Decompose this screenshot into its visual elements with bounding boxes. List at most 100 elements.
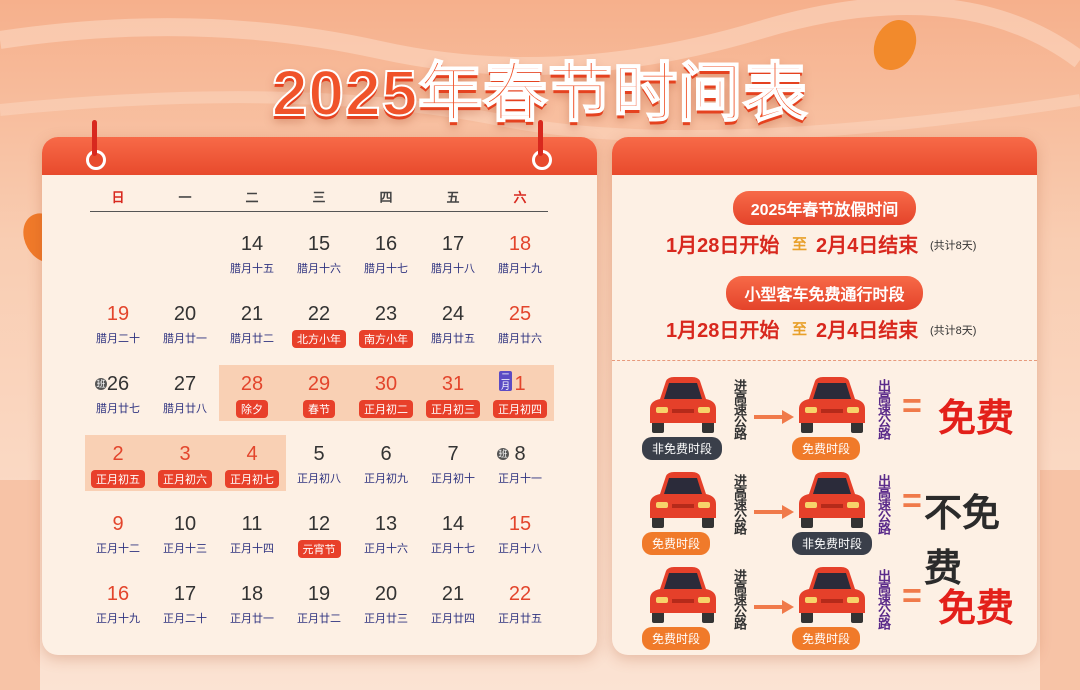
- lunar-text: 腊月廿五: [431, 333, 475, 345]
- lunar-date: 腊月廿八: [152, 400, 218, 416]
- lunar-date: 腊月十八: [420, 260, 486, 276]
- lunar-text: 正月廿三: [364, 613, 408, 625]
- month-badge: 二月: [499, 371, 512, 391]
- info-header: [612, 137, 1037, 175]
- lunar-text: 正月初三: [426, 400, 480, 418]
- day-number: 26: [106, 373, 130, 395]
- day-number: 20: [374, 583, 398, 605]
- day-number: 29: [307, 373, 331, 395]
- day-number: 8: [514, 443, 526, 465]
- result: 免费: [938, 588, 1015, 630]
- lunar-date: 腊月廿二: [219, 330, 285, 346]
- lunar-text: 正月十一: [498, 473, 542, 485]
- lunar-date: 腊月廿七: [85, 400, 151, 416]
- enter-label: 进高速公路: [732, 379, 747, 439]
- car-icon: [799, 377, 865, 433]
- lunar-date: 春节: [286, 400, 352, 418]
- day-number: 22: [307, 303, 331, 325]
- weekday: 二: [245, 190, 259, 205]
- lunar-date: 腊月廿一: [152, 330, 218, 346]
- info-card: 2025年春节放假时间 1月28日开始至 2月4日结束 (共计8天) 小型客车免费通行时…: [612, 137, 1037, 655]
- calendar-header: [42, 137, 597, 175]
- lunar-date: 正月二十: [152, 610, 218, 626]
- lunar-date: 正月初六: [152, 470, 218, 488]
- lunar-text: 腊月二十: [96, 333, 140, 345]
- lunar-text: 元宵节: [297, 540, 341, 558]
- car-icon: [799, 567, 865, 623]
- lunar-date: 腊月十六: [286, 260, 352, 276]
- lunar-date: 正月初九: [353, 470, 419, 486]
- lunar-text: 正月廿一: [230, 613, 274, 625]
- enter-tag: 非免费时段: [642, 437, 723, 460]
- lunar-date: 北方小年: [286, 330, 352, 348]
- lunar-text: 正月初九: [364, 473, 408, 485]
- lunar-date: 正月廿一: [219, 610, 285, 626]
- section-label: 小型客车免费通行时段: [612, 276, 1037, 310]
- lunar-text: 腊月廿一: [163, 333, 207, 345]
- lunar-text: 正月廿四: [431, 613, 475, 625]
- lunar-text: 正月十四: [230, 543, 274, 555]
- equals-sign: =: [902, 482, 922, 520]
- section-label: 2025年春节放假时间: [612, 191, 1037, 225]
- day-number: 23: [374, 303, 398, 325]
- title: 2025年春节时间表: [271, 56, 809, 130]
- lunar-date: 正月初十: [420, 470, 486, 486]
- lunar-text: 正月初五: [91, 470, 145, 488]
- car-icon: [650, 567, 716, 623]
- day-number: 3: [179, 443, 191, 465]
- day-number: 7: [447, 443, 459, 465]
- arrow: [754, 505, 794, 519]
- day-number: 13: [374, 513, 398, 535]
- day-number: 14: [441, 513, 465, 535]
- lunar-date: 南方小年: [353, 330, 419, 348]
- lunar-date: 正月十三: [152, 540, 218, 556]
- lunar-date: 腊月廿六: [487, 330, 553, 346]
- lunar-date: 除夕: [219, 400, 285, 418]
- day-number: 27: [173, 373, 197, 395]
- lunar-text: 正月廿五: [498, 613, 542, 625]
- lunar-date: 正月十二: [85, 540, 151, 556]
- lunar-text: 正月十三: [163, 543, 207, 555]
- calendar-card: 日一二三四五六 14 腊月十五 15 腊月十六 16 腊月十七 17 腊月十八 18 腊月十九 19 腊…: [42, 137, 597, 655]
- lunar-text: 腊月廿八: [163, 403, 207, 415]
- day-number: 14: [240, 233, 264, 255]
- section-pill: 2025年春节放假时间: [732, 191, 917, 225]
- car-icon: [799, 472, 865, 528]
- lunar-text: 腊月十八: [431, 263, 475, 275]
- ring-hook: [538, 120, 543, 156]
- day-number: 17: [441, 233, 465, 255]
- lunar-text: 正月初四: [493, 400, 547, 418]
- lunar-date: 腊月二十: [85, 330, 151, 346]
- lunar-text: 正月十六: [364, 543, 408, 555]
- lunar-date: 正月廿二: [286, 610, 352, 626]
- lunar-text: 正月初七: [225, 470, 279, 488]
- lunar-text: 春节: [303, 400, 335, 418]
- lunar-text: 除夕: [236, 400, 268, 418]
- day-number: 22: [508, 583, 532, 605]
- note: (共计8天): [930, 240, 977, 252]
- arrow: [754, 600, 794, 614]
- lunar-text: 正月初八: [297, 473, 341, 485]
- result: 不免费: [924, 493, 1001, 590]
- lunar-date: 正月初三: [420, 400, 486, 418]
- lunar-text: 腊月十六: [297, 263, 341, 275]
- day-number: 6: [380, 443, 392, 465]
- arrow: [754, 410, 794, 424]
- exit-tag: 免费时段: [792, 627, 861, 650]
- exit-label: 出高速公路: [876, 379, 891, 439]
- day-number: 10: [173, 513, 197, 535]
- lunar-text: 腊月十五: [230, 263, 274, 275]
- weekday: 三: [312, 190, 326, 205]
- lunar-date: 正月初四: [487, 400, 553, 418]
- equals-sign: =: [902, 387, 922, 425]
- weekday: 日: [111, 190, 125, 205]
- day-number: 4: [246, 443, 258, 465]
- ring-hook: [92, 120, 97, 156]
- day-number: 30: [374, 373, 398, 395]
- lunar-date: 正月十七: [420, 540, 486, 556]
- lunar-text: 腊月十九: [498, 263, 542, 275]
- lunar-text: 正月十九: [96, 613, 140, 625]
- day-number: 18: [508, 233, 532, 255]
- day-number: 9: [112, 513, 124, 535]
